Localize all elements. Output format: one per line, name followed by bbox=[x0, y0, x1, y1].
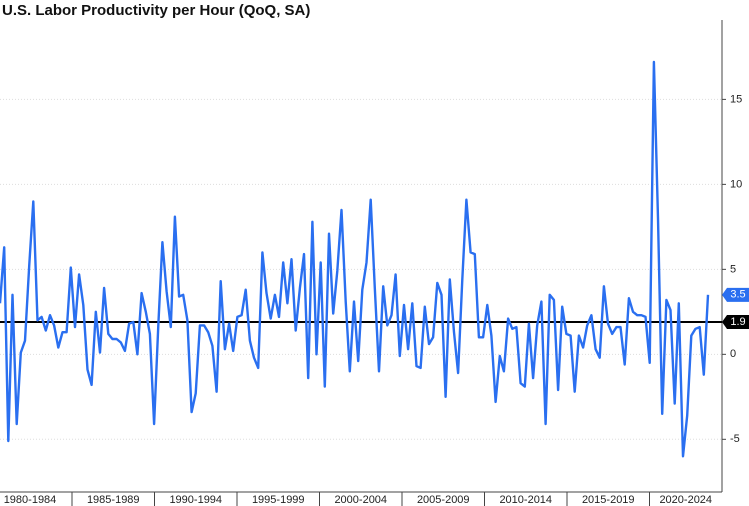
y-tick-label: 5 bbox=[730, 263, 736, 275]
y-tick-label: 15 bbox=[730, 93, 742, 105]
x-tick-label: 1980-1984 bbox=[4, 494, 57, 506]
x-tick-label: 2015-2019 bbox=[582, 494, 635, 506]
x-tick-label: 1995-1999 bbox=[252, 494, 305, 506]
x-tick-label: 2010-2014 bbox=[499, 494, 552, 506]
x-tick-label: 2000-2004 bbox=[334, 494, 387, 506]
x-tick-label: 2005-2009 bbox=[417, 494, 470, 506]
y-tick-label: 10 bbox=[730, 178, 742, 190]
last-value-label: 3.5 bbox=[730, 289, 745, 301]
y-tick-label: -5 bbox=[730, 433, 740, 445]
reference-value-label: 1.9 bbox=[730, 316, 745, 328]
last-value-box bbox=[722, 287, 749, 302]
x-tick-label: 2020-2024 bbox=[659, 494, 712, 506]
chart-title: U.S. Labor Productivity per Hour (QoQ, S… bbox=[2, 2, 310, 19]
reference-value-box bbox=[722, 315, 749, 330]
series-line bbox=[0, 60, 710, 458]
x-tick-label: 1985-1989 bbox=[87, 494, 140, 506]
y-tick-label: 0 bbox=[730, 348, 736, 360]
x-tick-label: 1990-1994 bbox=[169, 494, 222, 506]
